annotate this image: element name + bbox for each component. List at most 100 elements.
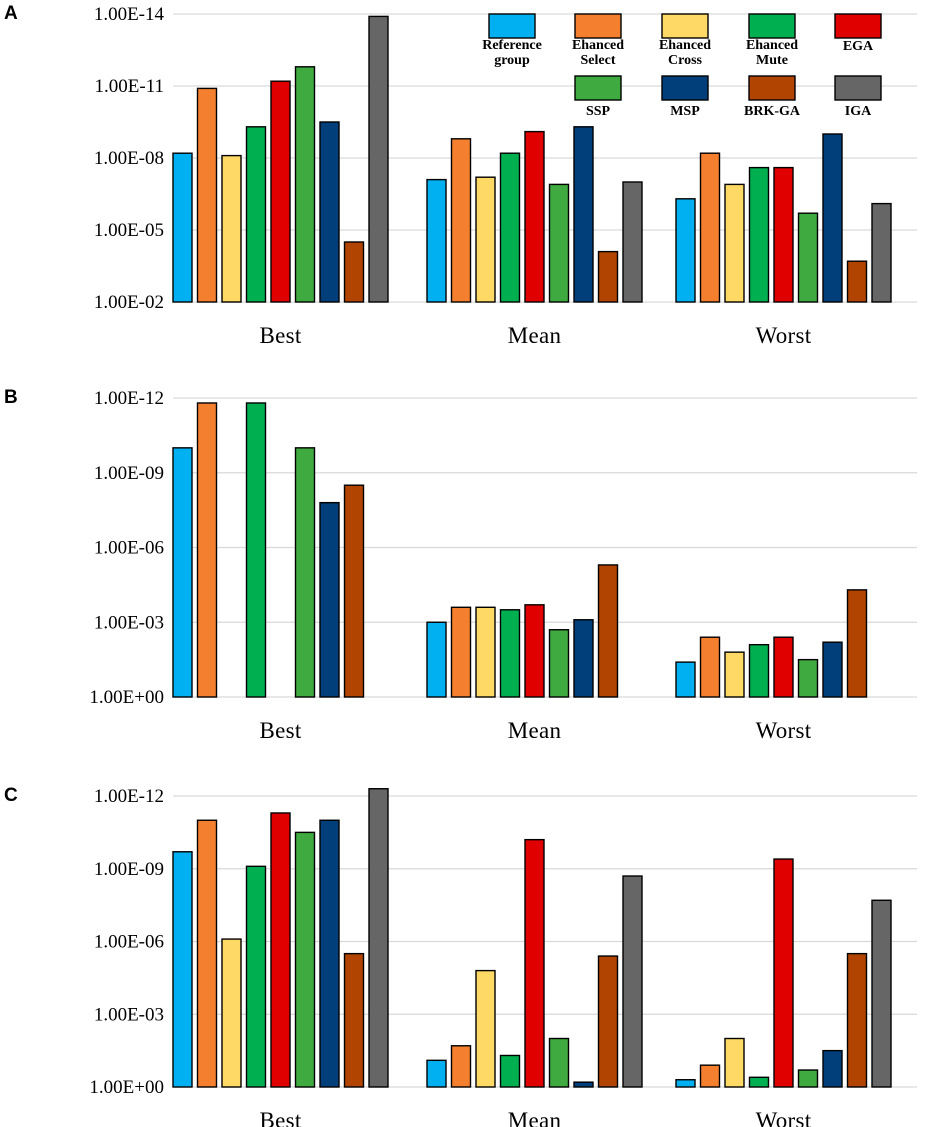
x-category-label: Mean [508, 718, 562, 743]
bar-ssp-worst [797, 658, 819, 698]
bar-ssp-mean [548, 183, 570, 303]
legend-swatch-emute [748, 13, 796, 39]
bar-ecross-worst [724, 1037, 745, 1088]
bar-emute-best [245, 126, 267, 303]
bar-ecross-mean [475, 176, 496, 303]
bar-brk-worst [846, 589, 868, 698]
panel-letter-a: A [4, 3, 18, 24]
legend-label-ecross: Ehanced [659, 38, 711, 53]
bar-emute-best [245, 402, 267, 698]
bar-esel-worst [699, 1064, 721, 1088]
legend-swatch-ega [834, 13, 882, 39]
bar-ecross-worst [724, 183, 745, 303]
legend-swatch-esel [574, 13, 622, 39]
y-tick-label: 1.00E-06 [94, 538, 164, 559]
x-category-label: Best [259, 323, 301, 348]
bar-brk-best [343, 241, 365, 303]
legend-label-brk: BRK-GA [744, 104, 801, 119]
bar-esel-best [196, 87, 218, 303]
bar-emute-mean [499, 1054, 521, 1088]
bar-ref-best [172, 851, 193, 1088]
x-category-label: Worst [756, 718, 812, 743]
bar-ega-worst [773, 166, 794, 303]
bar-ega-mean [524, 130, 545, 303]
legend-swatch-msp [661, 75, 709, 101]
legend-label-emute: Ehanced [746, 38, 798, 53]
bar-brk-mean [597, 250, 619, 303]
bar-ref-mean [426, 1059, 447, 1088]
bar-ref-worst [675, 1079, 696, 1088]
legend-label-ref: group [494, 53, 530, 68]
bar-emute-mean [499, 152, 521, 303]
legend-label-msp: MSP [670, 104, 700, 119]
legend-label-ref: Reference [482, 38, 542, 53]
y-tick-label: 1.00E-08 [94, 148, 164, 169]
legend: ReferencegroupEhancedSelectEhancedCrossE… [482, 13, 882, 119]
bar-ref-mean [426, 621, 447, 698]
bar-msp-worst [822, 1049, 843, 1088]
y-tick-label: 1.00E-03 [94, 612, 164, 633]
legend-swatch-ssp [574, 75, 622, 101]
bar-esel-worst [699, 152, 721, 303]
panel-c: C 1.00E+00 1.00E-03 1.00E-06 1.00E-09 1.00E-1… [4, 785, 917, 1127]
bar-iga-worst [871, 899, 892, 1088]
bar-ecross-mean [475, 969, 496, 1088]
bar-ega-mean [524, 838, 545, 1088]
bar-emute-worst [748, 166, 770, 303]
bar-iga-mean [622, 181, 643, 303]
bar-msp-best [319, 501, 340, 698]
y-tick-label: 1.00E+00 [89, 1077, 164, 1098]
bar-ssp-mean [548, 629, 570, 698]
bar-iga-worst [871, 202, 892, 303]
bar-ref-best [172, 152, 193, 303]
panel-letter-b: B [4, 387, 18, 408]
legend-label-esel: Select [581, 53, 616, 68]
bar-ssp-mean [548, 1037, 570, 1088]
y-tick-label: 1.00E-11 [95, 76, 164, 97]
bar-ega-best [270, 80, 291, 303]
bar-ref-mean [426, 178, 447, 303]
y-tick-label: 1.00E-14 [94, 4, 165, 25]
bar-ssp-best [294, 66, 316, 303]
bar-msp-best [319, 121, 340, 303]
bar-brk-best [343, 484, 365, 698]
bar-ssp-best [294, 447, 316, 698]
bar-msp-mean [573, 1081, 594, 1088]
bar-brk-mean [597, 955, 619, 1088]
legend-label-ega: EGA [843, 39, 874, 54]
bar-ref-best [172, 447, 193, 698]
panel-letter-c: C [4, 785, 18, 806]
bar-esel-mean [450, 606, 472, 698]
bar-brk-worst [846, 952, 868, 1088]
bar-esel-worst [699, 636, 721, 698]
bar-emute-worst [748, 1076, 770, 1088]
bar-msp-mean [573, 619, 594, 698]
bar-brk-mean [597, 564, 619, 698]
legend-swatch-ref [488, 13, 536, 39]
legend-label-ecross: Cross [668, 53, 703, 68]
panel-a: A 1.00E-02 1.00E-05 1.00E-08 1.00E-11 1.00E-1… [4, 3, 917, 348]
legend-label-ssp: SSP [586, 104, 611, 119]
bar-ecross-best [221, 938, 242, 1088]
bar-iga-best [368, 788, 389, 1088]
y-tick-label: 1.00E-09 [94, 463, 164, 484]
bar-iga-mean [622, 875, 643, 1088]
bar-ssp-best [294, 831, 316, 1088]
y-tick-label: 1.00E+00 [89, 687, 164, 708]
bar-emute-worst [748, 643, 770, 698]
y-tick-label: 1.00E-03 [94, 1004, 164, 1025]
bar-ega-mean [524, 604, 545, 698]
y-tick-label: 1.00E-12 [94, 786, 164, 807]
bar-iga-best [368, 15, 389, 303]
x-category-label: Mean [508, 1108, 562, 1127]
bar-msp-worst [822, 133, 843, 303]
x-category-label: Best [259, 1108, 301, 1127]
bar-ecross-best [221, 154, 242, 303]
legend-swatch-ecross [661, 13, 709, 39]
y-tick-label: 1.00E-09 [94, 859, 164, 880]
bar-msp-best [319, 819, 340, 1088]
bar-esel-mean [450, 138, 472, 303]
x-category-label: Mean [508, 323, 562, 348]
bar-ega-worst [773, 636, 794, 698]
